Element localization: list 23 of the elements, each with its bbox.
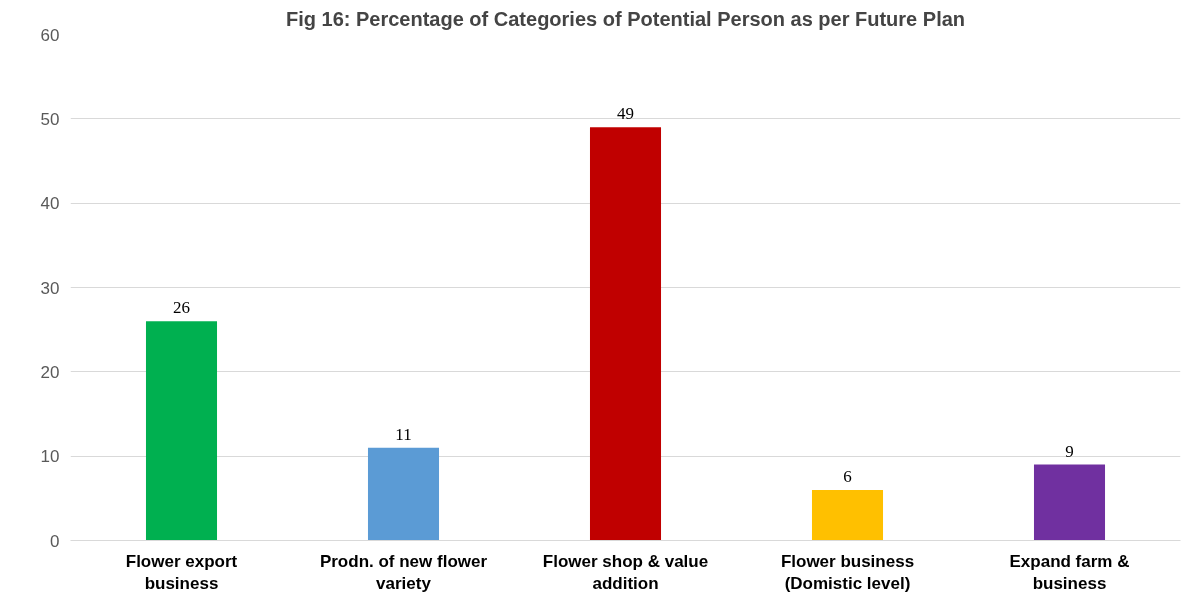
y-tick-label: 30 (40, 278, 60, 298)
data-label: 6 (843, 466, 852, 486)
chart-title: Fig 16: Percentage of Categories of Potential Person as per Future Plan (285, 7, 966, 30)
y-tick-label: 50 (40, 109, 60, 129)
x-tick-label: Flower export business (125, 551, 238, 594)
data-label: 11 (395, 424, 412, 444)
y-tick-label: 0 (50, 531, 60, 551)
data-label: 26 (173, 298, 190, 318)
y-tick-label: 20 (40, 362, 60, 382)
x-tick-label: Prodn. of new flower variety (319, 551, 488, 594)
y-tick-label: 40 (40, 194, 60, 214)
y-tick-label: 10 (40, 447, 60, 467)
bar (1033, 464, 1106, 541)
bar (145, 321, 218, 541)
bar (367, 447, 440, 541)
data-label: 49 (617, 104, 634, 124)
x-tick-label: Expand farm & business (1009, 551, 1130, 594)
bar (589, 127, 662, 541)
data-label: 9 (1065, 441, 1074, 461)
y-tick-label: 60 (40, 25, 60, 45)
bar (811, 489, 884, 541)
x-tick-label: Flower shop & value addition (542, 551, 709, 594)
x-tick-label: Flower business (Domistic level) (780, 551, 915, 594)
